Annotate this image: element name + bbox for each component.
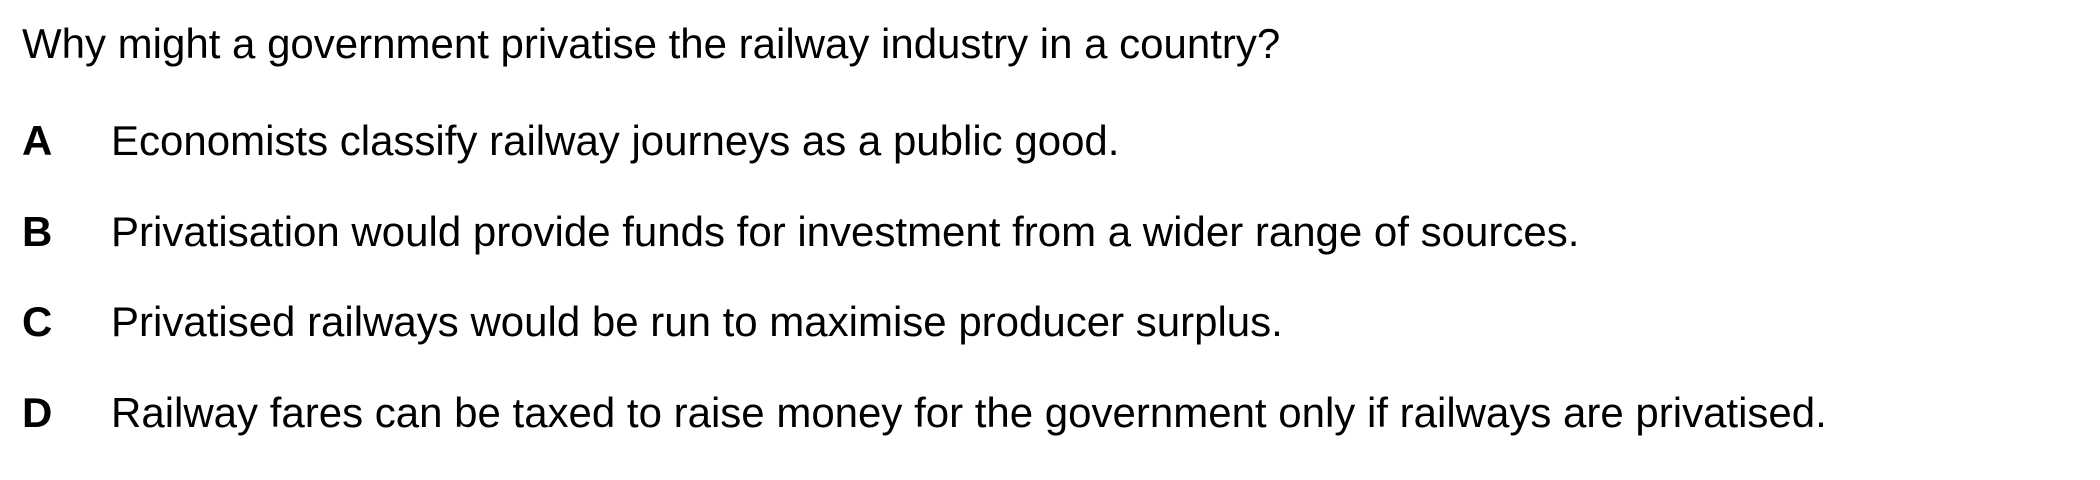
- option-c-letter: C: [22, 298, 53, 345]
- option-d-text: Railway fares can be taxed to raise mone…: [111, 389, 1827, 436]
- option-d[interactable]: D Railway fares can be taxed to raise mo…: [22, 389, 1827, 437]
- option-c-text: Privatised railways would be run to maxi…: [111, 298, 1283, 345]
- option-a-text: Economists classify railway journeys as …: [111, 117, 1120, 164]
- option-c[interactable]: C Privatised railways would be run to ma…: [22, 298, 1283, 346]
- option-b[interactable]: B Privatisation would provide funds for …: [22, 208, 1579, 256]
- option-d-letter: D: [22, 389, 53, 436]
- question-text: Why might a government privatise the rai…: [22, 20, 1281, 67]
- option-a[interactable]: A Economists classify railway journeys a…: [22, 117, 1119, 165]
- option-b-letter: B: [22, 208, 53, 255]
- option-a-letter: A: [22, 117, 53, 164]
- option-b-text: Privatisation would provide funds for in…: [111, 208, 1580, 255]
